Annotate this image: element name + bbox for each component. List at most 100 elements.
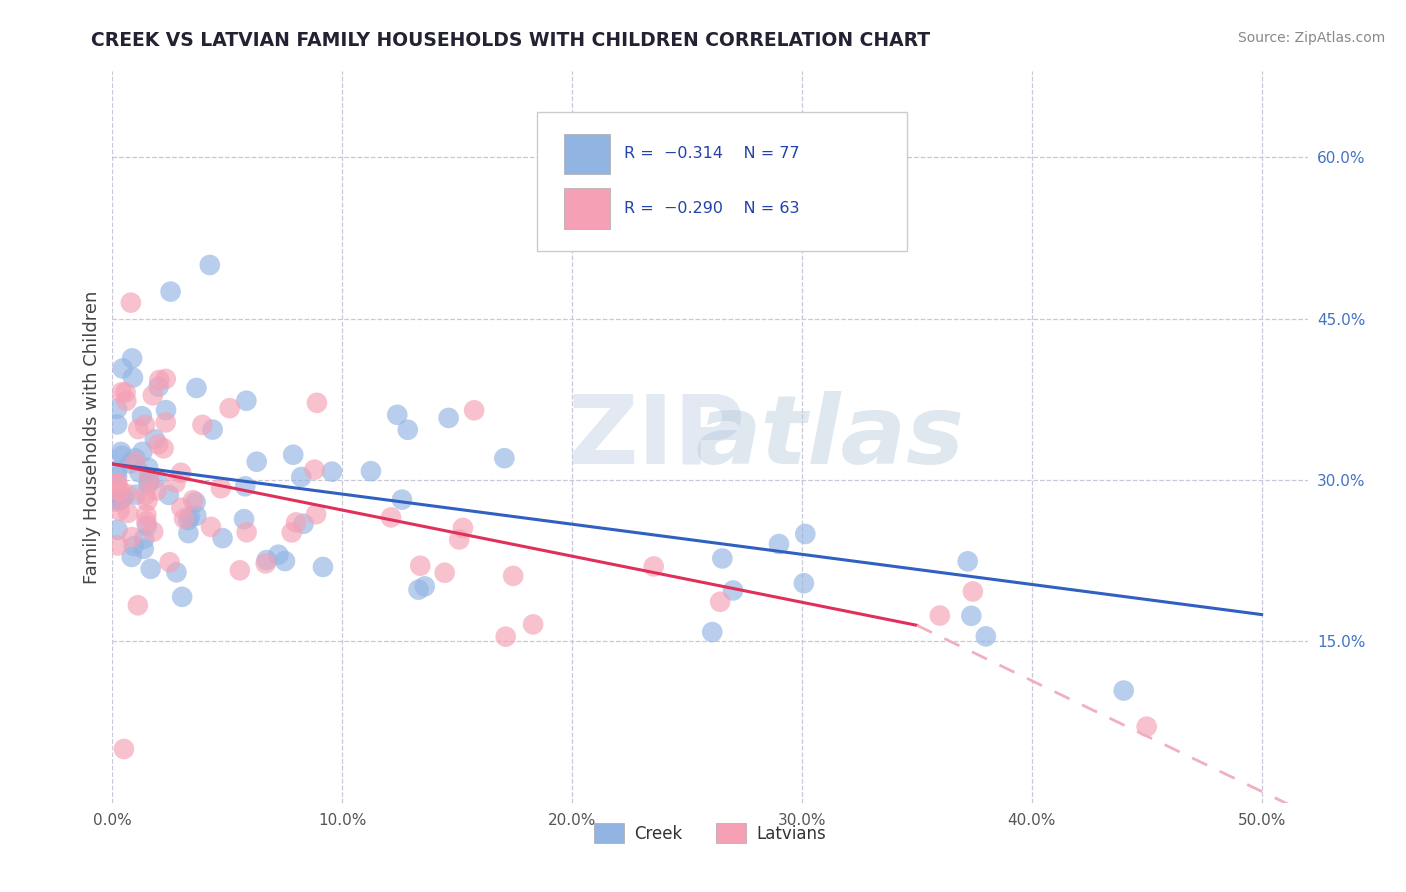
Point — [960, 608, 983, 623]
Point — [186, 381, 208, 395]
Point — [186, 508, 208, 523]
Point — [408, 582, 430, 597]
Point — [135, 508, 157, 522]
Point — [198, 258, 221, 272]
Point — [148, 373, 170, 387]
Text: R =  −0.290    N = 63: R = −0.290 N = 63 — [624, 201, 800, 216]
Legend: Creek, Latvians: Creek, Latvians — [588, 817, 832, 849]
Point — [1136, 720, 1159, 734]
Point — [173, 511, 195, 525]
Point — [165, 475, 187, 490]
Point — [108, 503, 131, 517]
Point — [134, 417, 156, 432]
Point — [177, 513, 200, 527]
Point — [793, 576, 815, 591]
Point — [433, 566, 456, 580]
Point — [235, 525, 257, 540]
Point — [136, 494, 159, 508]
Point — [139, 562, 162, 576]
Bar — [564, 134, 610, 174]
Point — [155, 403, 177, 417]
Point — [117, 506, 139, 520]
Point — [391, 492, 413, 507]
Point — [112, 742, 135, 756]
Point — [721, 583, 744, 598]
Point — [177, 526, 200, 541]
Text: ZIP: ZIP — [567, 391, 745, 483]
Point — [134, 532, 156, 546]
Point — [136, 518, 159, 533]
Point — [305, 507, 328, 521]
Point — [108, 493, 131, 508]
Point — [105, 494, 128, 508]
Point — [768, 537, 790, 551]
Point — [321, 465, 343, 479]
Point — [105, 491, 128, 505]
Point — [211, 531, 233, 545]
Point — [396, 423, 419, 437]
Point — [110, 445, 132, 459]
Point — [702, 625, 724, 640]
Point — [1112, 683, 1135, 698]
Point — [283, 448, 305, 462]
Point — [142, 388, 165, 402]
Point — [172, 590, 194, 604]
Point — [201, 423, 224, 437]
Point — [170, 500, 193, 515]
Point — [118, 456, 141, 470]
Point — [112, 490, 135, 504]
Point — [254, 557, 277, 571]
Point — [142, 524, 165, 539]
Point — [502, 569, 524, 583]
Point — [304, 463, 326, 477]
Point — [155, 416, 177, 430]
Point — [121, 530, 143, 544]
Point — [125, 488, 148, 502]
Point — [105, 401, 128, 416]
Point — [709, 595, 731, 609]
Point — [115, 487, 138, 501]
Point — [115, 393, 138, 408]
Point — [146, 437, 169, 451]
Point — [128, 465, 150, 479]
Point — [107, 538, 129, 552]
Point — [928, 608, 950, 623]
Point — [132, 541, 155, 556]
Point — [131, 444, 153, 458]
Text: CREEK VS LATVIAN FAMILY HOUSEHOLDS WITH CHILDREN CORRELATION CHART: CREEK VS LATVIAN FAMILY HOUSEHOLDS WITH … — [91, 31, 931, 50]
Point — [711, 551, 734, 566]
Point — [437, 411, 460, 425]
Point — [246, 455, 269, 469]
Point — [159, 285, 181, 299]
Point — [108, 484, 131, 499]
Point — [235, 393, 257, 408]
Point — [120, 295, 142, 310]
Point — [111, 449, 134, 463]
Point — [522, 617, 544, 632]
Point — [122, 539, 145, 553]
Point — [233, 479, 256, 493]
Point — [280, 525, 302, 540]
Point — [956, 554, 979, 568]
Point — [218, 401, 240, 416]
Point — [111, 385, 134, 400]
Point — [138, 470, 160, 484]
Point — [157, 488, 180, 502]
Point — [145, 483, 167, 498]
Point — [105, 417, 128, 432]
Text: atlas: atlas — [695, 391, 965, 483]
Point — [413, 579, 436, 593]
Point — [233, 512, 256, 526]
Point — [290, 470, 312, 484]
Point — [125, 455, 148, 469]
Point — [152, 442, 174, 456]
Point — [274, 554, 297, 568]
Point — [209, 481, 232, 495]
Point — [121, 351, 143, 366]
Point — [121, 549, 143, 564]
Point — [105, 464, 128, 478]
Point — [200, 520, 222, 534]
Point — [136, 460, 159, 475]
Point — [124, 451, 146, 466]
Text: R =  −0.314    N = 77: R = −0.314 N = 77 — [624, 145, 800, 161]
